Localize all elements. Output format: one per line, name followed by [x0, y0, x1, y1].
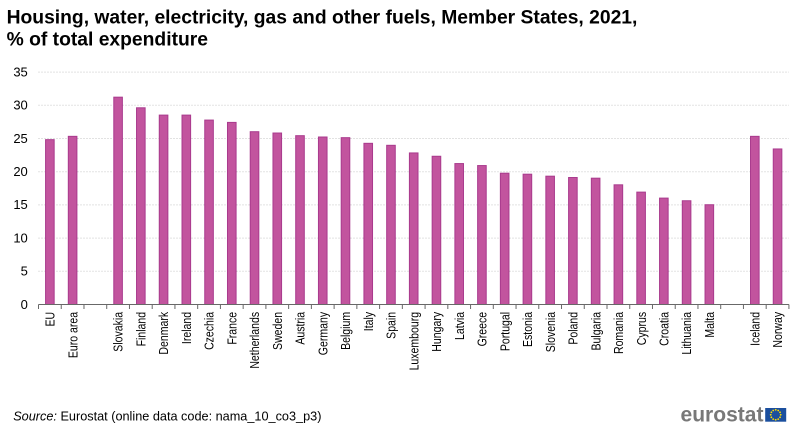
svg-text:Austria: Austria	[293, 311, 308, 344]
svg-text:Germany: Germany	[315, 312, 330, 356]
svg-text:Bulgaria: Bulgaria	[588, 311, 603, 350]
svg-text:Iceland: Iceland	[747, 312, 762, 346]
svg-text:25: 25	[13, 131, 27, 146]
svg-text:Ireland: Ireland	[179, 312, 194, 344]
svg-text:Luxembourg: Luxembourg	[406, 312, 421, 371]
svg-text:Italy: Italy	[361, 311, 376, 331]
svg-text:Source: Eurostat (online data: Source: Eurostat (online data code: nama…	[13, 410, 321, 424]
svg-text:Denmark: Denmark	[156, 312, 171, 355]
svg-text:Slovenia: Slovenia	[543, 311, 558, 352]
svg-text:Czechia: Czechia	[202, 311, 217, 350]
svg-text:Croatia: Croatia	[657, 311, 672, 346]
svg-text:Malta: Malta	[702, 311, 717, 337]
svg-text:Latvia: Latvia	[452, 311, 467, 340]
svg-text:Euro area: Euro area	[65, 311, 80, 358]
svg-text:Lithuania: Lithuania	[679, 311, 694, 354]
svg-text:France: France	[224, 312, 239, 345]
svg-text:15: 15	[13, 197, 27, 212]
svg-text:Slovakia: Slovakia	[111, 311, 126, 351]
svg-text:Portugal: Portugal	[497, 312, 512, 351]
svg-text:Greece: Greece	[475, 312, 490, 347]
svg-text:10: 10	[13, 230, 27, 245]
svg-text:% of total expenditure: % of total expenditure	[7, 30, 209, 51]
svg-text:Finland: Finland	[133, 312, 148, 347]
svg-text:Housing, water, electricity, g: Housing, water, electricity, gas and oth…	[7, 7, 638, 28]
svg-text:35: 35	[13, 64, 27, 79]
svg-text:Cyprus: Cyprus	[634, 312, 649, 346]
svg-text:Spain: Spain	[384, 312, 399, 339]
svg-text:5: 5	[21, 264, 28, 279]
svg-text:20: 20	[13, 164, 27, 179]
svg-text:Romania: Romania	[611, 311, 626, 354]
svg-text:Norway: Norway	[770, 312, 785, 348]
svg-text:30: 30	[13, 98, 27, 113]
svg-text:Sweden: Sweden	[270, 312, 285, 350]
svg-text:eurostat: eurostat	[681, 404, 764, 427]
svg-text:0: 0	[21, 297, 28, 312]
svg-text:Belgium: Belgium	[338, 312, 353, 350]
svg-text:Hungary: Hungary	[429, 311, 444, 351]
svg-text:Estonia: Estonia	[520, 311, 535, 347]
svg-text:Poland: Poland	[566, 312, 581, 345]
svg-text:EU: EU	[43, 312, 58, 327]
svg-text:Netherlands: Netherlands	[247, 312, 262, 369]
